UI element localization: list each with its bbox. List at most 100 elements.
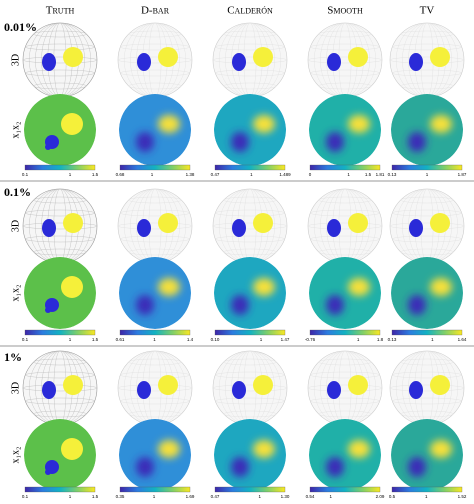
- mesh-line: [389, 384, 465, 392]
- inclusion-yellow: [158, 375, 178, 395]
- colorbar: [214, 486, 286, 493]
- inclusion-blue: [408, 295, 426, 315]
- inclusion-blue: [327, 219, 341, 237]
- mesh-line: [22, 56, 98, 64]
- colorbar: [24, 486, 96, 493]
- inclusion-blue: [137, 381, 151, 399]
- sphere: [117, 188, 193, 264]
- mesh-line: [400, 196, 454, 204]
- colorbar-tick-label: 1: [69, 172, 72, 177]
- colorbar: [119, 329, 191, 336]
- mesh-line: [120, 69, 190, 77]
- sphere-body: [22, 188, 98, 264]
- mesh-line: [392, 371, 462, 379]
- mesh-line: [33, 196, 87, 204]
- mesh-line: [22, 384, 98, 392]
- disk-background: [24, 419, 96, 491]
- mesh-line: [400, 30, 454, 38]
- colorbar: [391, 164, 463, 171]
- mesh-line: [33, 358, 87, 366]
- colorbar-tick-label: 1.87: [458, 172, 467, 177]
- inclusion-yellow: [253, 375, 273, 395]
- cross-section-fill: [214, 419, 286, 491]
- row-label: x₁x₂: [10, 122, 21, 139]
- colorbar-tick-label: 1: [357, 337, 360, 342]
- cross-section: [119, 257, 191, 329]
- colorbar-tick-label: 0.5: [389, 494, 396, 499]
- sphere-body: [117, 188, 193, 264]
- colorbar-tick-label: 0.13: [388, 337, 397, 342]
- colorbar-tick-label: 0: [309, 172, 312, 177]
- inclusion-yellow: [253, 115, 275, 133]
- mesh-line: [307, 384, 383, 392]
- inclusion-yellow: [158, 213, 178, 233]
- sphere-body: [212, 350, 288, 426]
- sphere-body: [389, 22, 465, 98]
- colorbar-tick-label: 1.489: [279, 172, 291, 177]
- cross-section: [391, 94, 463, 166]
- mesh-line: [392, 397, 462, 405]
- mesh-line: [392, 69, 462, 77]
- inclusion-blue: [232, 381, 246, 399]
- cross-section-fill: [214, 257, 286, 329]
- cross-section: [119, 419, 191, 491]
- colorbar: [214, 329, 286, 336]
- mesh-line: [212, 222, 288, 230]
- colorbar-tick-label: 0.1: [22, 172, 29, 177]
- colorbar-tick-label: 0.61: [116, 337, 125, 342]
- colorbar-tick-label: 1.38: [186, 172, 195, 177]
- inclusion-yellow: [430, 440, 452, 458]
- inclusion-yellow: [253, 440, 275, 458]
- inclusion-blue: [45, 144, 51, 150]
- inclusion-yellow: [63, 375, 83, 395]
- colorbar-tick-label: 0.54: [306, 494, 315, 499]
- mesh-line: [117, 56, 193, 64]
- inclusion-blue: [45, 307, 51, 313]
- mesh-line: [223, 410, 277, 418]
- inclusion-yellow: [61, 276, 83, 298]
- sphere: [307, 188, 383, 264]
- colorbar-tick-label: 1: [69, 494, 72, 499]
- inclusion-yellow: [253, 278, 275, 296]
- disk-background: [214, 419, 286, 491]
- sphere: [22, 350, 98, 426]
- colorbar-tick-label: 0.68: [116, 172, 125, 177]
- colorbar-tick-label: 0.47: [211, 494, 220, 499]
- colorbar-tick-label: 0.35: [116, 494, 125, 499]
- disk-background: [309, 94, 381, 166]
- colorbar-tick-label: 1: [347, 172, 350, 177]
- mesh-line: [223, 248, 277, 256]
- colorbar-tick-label: 1: [426, 172, 429, 177]
- inclusion-yellow: [253, 47, 273, 67]
- row-label: 3D: [10, 382, 21, 394]
- disk-background: [24, 257, 96, 329]
- colorbar: [24, 164, 96, 171]
- colorbar-tick-label: 1.5: [92, 172, 99, 177]
- inclusion-blue: [232, 53, 246, 71]
- inclusion-blue: [42, 53, 56, 71]
- mesh-line: [25, 235, 95, 243]
- colorbar: [391, 329, 463, 336]
- mesh-line: [128, 196, 182, 204]
- mesh-line: [117, 384, 193, 392]
- mesh-line: [215, 69, 285, 77]
- mesh-line: [307, 56, 383, 64]
- mesh-line: [215, 397, 285, 405]
- sphere-body: [22, 22, 98, 98]
- colorbar: [214, 164, 286, 171]
- colorbar-tick-label: 1: [258, 494, 261, 499]
- colorbar: [309, 329, 381, 336]
- colorbar: [309, 486, 381, 493]
- colorbar-tick-label: 1: [153, 337, 156, 342]
- inclusion-yellow: [158, 47, 178, 67]
- cross-section: [214, 257, 286, 329]
- inclusion-yellow: [430, 213, 450, 233]
- sphere-body: [307, 188, 383, 264]
- sphere-body: [212, 22, 288, 98]
- disk-background: [119, 419, 191, 491]
- inclusion-yellow: [61, 113, 83, 135]
- inclusion-blue: [409, 219, 423, 237]
- mesh-line: [310, 209, 380, 217]
- inclusion-blue: [45, 469, 51, 475]
- mesh-line: [223, 196, 277, 204]
